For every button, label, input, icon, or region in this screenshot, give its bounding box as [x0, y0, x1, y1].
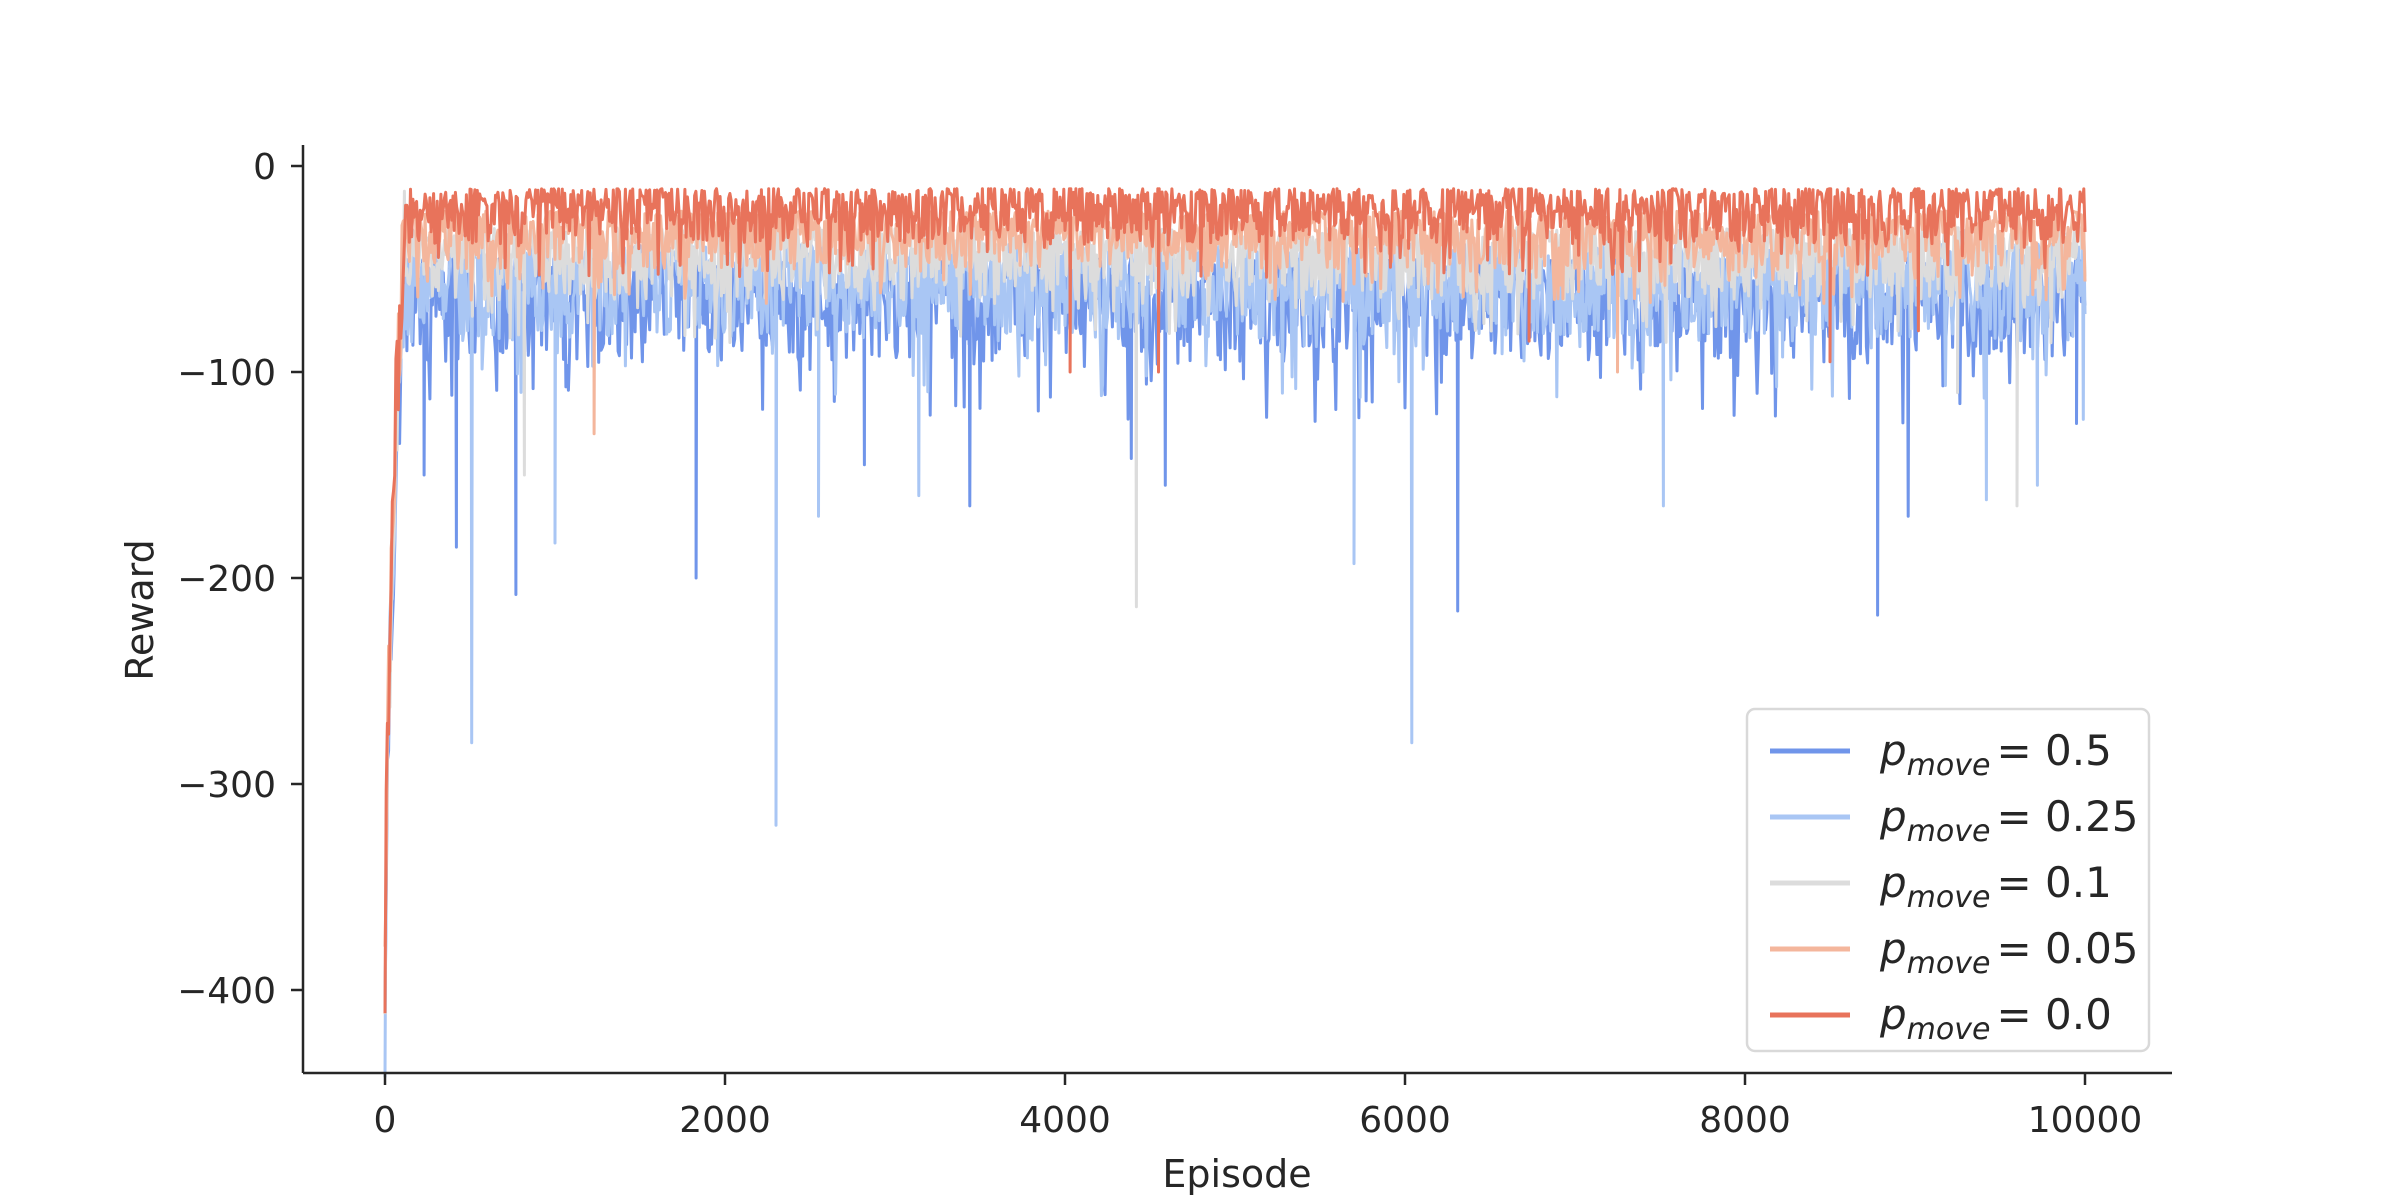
y-ticks: 0 −100 −200 −300 −400 — [177, 147, 303, 1012]
legend-label: pmove = 0.05 — [1879, 924, 2139, 981]
series-line — [383, 187, 2087, 1014]
x-tick-label: 2000 — [679, 1100, 771, 1141]
legend-label: pmove = 0.5 — [1879, 726, 2112, 783]
legend: pmove = 0.5 pmove = 0.25 pmove = 0.1 pmove = 0.… — [1745, 707, 2151, 1053]
x-tick-label: 4000 — [1019, 1100, 1111, 1141]
x-axis-label: Episode — [1162, 1152, 1311, 1196]
y-tick-label: 0 — [253, 147, 276, 188]
legend-label: pmove = 0.1 — [1879, 858, 2112, 915]
y-axis-label: Reward — [118, 539, 162, 681]
legend-label: pmove = 0.25 — [1879, 792, 2139, 849]
legend-label: pmove = 0.0 — [1879, 990, 2112, 1047]
series-layer — [383, 187, 2087, 1078]
y-tick-label: −200 — [177, 559, 276, 600]
y-tick-label: −400 — [177, 971, 276, 1012]
x-ticks: 0 2000 4000 6000 8000 10000 — [374, 1073, 2143, 1141]
x-tick-label: 6000 — [1359, 1100, 1451, 1141]
x-tick-label: 0 — [374, 1100, 397, 1141]
y-tick-label: −100 — [177, 353, 276, 394]
y-tick-label: −300 — [177, 765, 276, 806]
legend-box — [1745, 707, 2151, 1053]
x-tick-label: 8000 — [1699, 1100, 1791, 1141]
x-tick-label: 10000 — [2028, 1100, 2143, 1141]
